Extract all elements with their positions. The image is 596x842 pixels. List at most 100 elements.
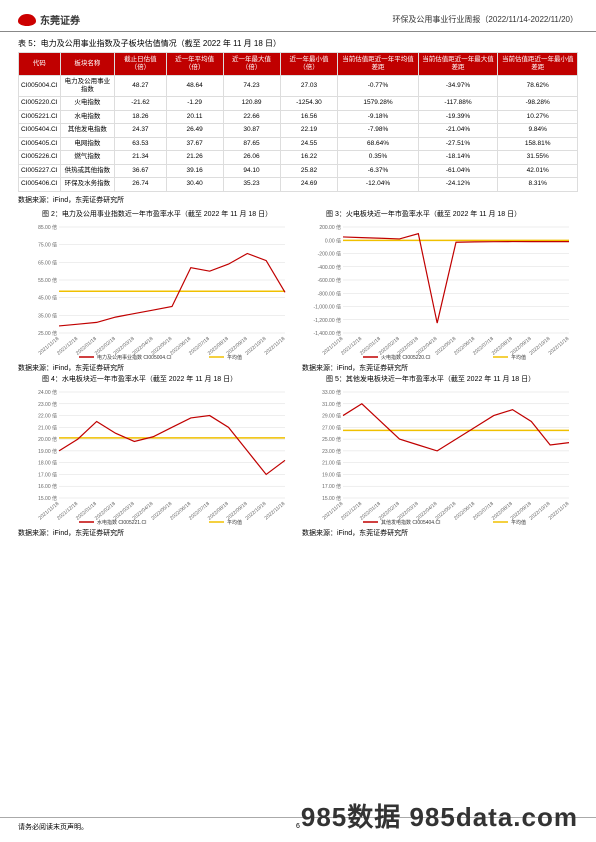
svg-text:15.00 倍: 15.00 倍 — [322, 495, 341, 502]
svg-text:-400.00 倍: -400.00 倍 — [318, 263, 341, 270]
table-header-cell: 代码 — [19, 53, 61, 76]
table-cell: 0.35% — [338, 151, 418, 164]
table-cell: 120.89 — [223, 97, 280, 110]
table-cell: 其他发电指数 — [60, 124, 115, 137]
table-cell: 25.82 — [280, 164, 338, 177]
svg-text:2022/11/18: 2022/11/18 — [548, 335, 571, 356]
svg-text:20.00 倍: 20.00 倍 — [38, 436, 57, 443]
table-row: CI005227.CI供热或其他指数36.6739.1694.1025.82-6… — [19, 164, 578, 177]
svg-text:电力及公用事业指数 CI005004.CI: 电力及公用事业指数 CI005004.CI — [97, 354, 171, 361]
svg-text:水电指数 CI005221.CI: 水电指数 CI005221.CI — [97, 519, 146, 526]
chart5-source: 数据来源：iFind，东莞证券研究所 — [302, 528, 578, 538]
table-cell: 68.64% — [338, 137, 418, 150]
table-cell: 10.27% — [498, 110, 578, 123]
svg-text:平均值: 平均值 — [511, 354, 526, 361]
table-header-cell: 当前估值距近一年平均值差距 — [338, 53, 418, 76]
chart5-title: 图 5：其他发电板块近一年市盈率水平（截至 2022 年 11 月 18 日） — [302, 375, 578, 384]
svg-text:23.00 倍: 23.00 倍 — [38, 400, 57, 407]
svg-text:17.00 倍: 17.00 倍 — [38, 471, 57, 478]
svg-text:平均值: 平均值 — [227, 354, 242, 361]
table-cell: -7.98% — [338, 124, 418, 137]
svg-text:-1,000.00 倍: -1,000.00 倍 — [313, 303, 341, 310]
charts-row-2: 图 4：水电板块近一年市盈率水平（截至 2022 年 11 月 18 日） 24… — [18, 375, 578, 538]
table-cell: -21.04% — [418, 124, 498, 137]
table-cell: CI005004.CI — [19, 75, 61, 97]
logo-text: 东莞证券 — [40, 12, 80, 27]
table-cell: 18.26 — [115, 110, 166, 123]
chart4-box: 24.00 倍23.00 倍22.00 倍21.00 倍20.00 倍19.00… — [18, 386, 294, 526]
svg-text:21.00 倍: 21.00 倍 — [322, 459, 341, 466]
table-row: CI005405.CI电网指数63.5337.6787.6524.5568.64… — [19, 137, 578, 150]
table-row: CI005404.CI其他发电指数24.3726.4930.8722.19-7.… — [19, 124, 578, 137]
table-cell: 78.62% — [498, 75, 578, 97]
table-cell: -61.04% — [418, 164, 498, 177]
table-cell: 35.23 — [223, 178, 280, 191]
svg-text:-1,400.00 倍: -1,400.00 倍 — [313, 330, 341, 337]
svg-text:75.00 倍: 75.00 倍 — [38, 241, 57, 248]
svg-text:19.00 倍: 19.00 倍 — [322, 471, 341, 478]
table-cell: 42.01% — [498, 164, 578, 177]
table-header-cell: 当前估值距近一年最小值差距 — [498, 53, 578, 76]
svg-text:27.00 倍: 27.00 倍 — [322, 424, 341, 431]
table-cell: 9.84% — [498, 124, 578, 137]
svg-text:24.00 倍: 24.00 倍 — [38, 389, 57, 396]
svg-text:19.00 倍: 19.00 倍 — [38, 448, 57, 455]
svg-text:-200.00 倍: -200.00 倍 — [318, 250, 341, 257]
table-header-cell: 当前估值距近一年最大值差距 — [418, 53, 498, 76]
table-cell: -21.62 — [115, 97, 166, 110]
table-cell: 16.22 — [280, 151, 338, 164]
table-cell: 26.49 — [166, 124, 223, 137]
table-cell: CI005227.CI — [19, 164, 61, 177]
table-cell: 16.56 — [280, 110, 338, 123]
table-header-cell: 近一年最小值（倍） — [280, 53, 338, 76]
svg-text:18.00 倍: 18.00 倍 — [38, 459, 57, 466]
svg-text:火电指数 CI005220.CI: 火电指数 CI005220.CI — [381, 354, 430, 361]
svg-text:平均值: 平均值 — [511, 519, 526, 526]
table-cell: -0.77% — [338, 75, 418, 97]
svg-text:31.00 倍: 31.00 倍 — [322, 400, 341, 407]
svg-text:85.00 倍: 85.00 倍 — [38, 224, 57, 231]
table-row: CI005406.CI环保及水务指数26.7430.4035.2324.69-1… — [19, 178, 578, 191]
svg-text:2022/11/18: 2022/11/18 — [264, 335, 287, 356]
svg-text:29.00 倍: 29.00 倍 — [322, 412, 341, 419]
table-cell: 20.11 — [166, 110, 223, 123]
table-cell: 电力及公用事业指数 — [60, 75, 115, 97]
table-cell: 22.19 — [280, 124, 338, 137]
table-cell: -9.18% — [338, 110, 418, 123]
table-cell: CI005221.CI — [19, 110, 61, 123]
svg-text:-1,200.00 倍: -1,200.00 倍 — [313, 316, 341, 323]
table-cell: 48.27 — [115, 75, 166, 97]
table-cell: 火电指数 — [60, 97, 115, 110]
charts-row-1: 图 2：电力及公用事业指数近一年市盈率水平（截至 2022 年 11 月 18 … — [18, 210, 578, 373]
chart2-title: 图 2：电力及公用事业指数近一年市盈率水平（截至 2022 年 11 月 18 … — [18, 210, 294, 219]
table-cell: 21.34 — [115, 151, 166, 164]
table-cell: 26.74 — [115, 178, 166, 191]
table-header-cell: 近一年最大值（倍） — [223, 53, 280, 76]
table-cell: -6.37% — [338, 164, 418, 177]
svg-text:35.00 倍: 35.00 倍 — [38, 312, 57, 319]
svg-text:-600.00 倍: -600.00 倍 — [318, 277, 341, 284]
svg-text:25.00 倍: 25.00 倍 — [38, 330, 57, 337]
table5-caption: 表 5：电力及公用事业指数及子板块估值情况（截至 2022 年 11 月 18 … — [18, 38, 578, 49]
svg-text:200.00 倍: 200.00 倍 — [319, 224, 341, 231]
table-cell: 74.23 — [223, 75, 280, 97]
svg-text:平均值: 平均值 — [227, 519, 242, 526]
table-header-cell: 板块名称 — [60, 53, 115, 76]
table-cell: 环保及水务指数 — [60, 178, 115, 191]
table-cell: CI005404.CI — [19, 124, 61, 137]
table-cell: -34.97% — [418, 75, 498, 97]
table-row: CI005226.CI燃气指数21.3421.2626.0616.220.35%… — [19, 151, 578, 164]
svg-text:22.00 倍: 22.00 倍 — [38, 412, 57, 419]
report-title: 环保及公用事业行业周报（2022/11/14-2022/11/20） — [392, 14, 578, 25]
table-cell: 87.65 — [223, 137, 280, 150]
table-cell: 水电指数 — [60, 110, 115, 123]
table-cell: 供热或其他指数 — [60, 164, 115, 177]
chart5-box: 33.00 倍31.00 倍29.00 倍27.00 倍25.00 倍23.00… — [302, 386, 578, 526]
table-cell: 26.06 — [223, 151, 280, 164]
valuation-table: 代码板块名称截止日估值（倍）近一年平均值（倍）近一年最大值（倍）近一年最小值（倍… — [18, 52, 578, 192]
svg-text:23.00 倍: 23.00 倍 — [322, 448, 341, 455]
table-cell: 39.16 — [166, 164, 223, 177]
table-cell: -24.12% — [418, 178, 498, 191]
table-cell: 24.69 — [280, 178, 338, 191]
page-number: 6 — [296, 823, 300, 830]
